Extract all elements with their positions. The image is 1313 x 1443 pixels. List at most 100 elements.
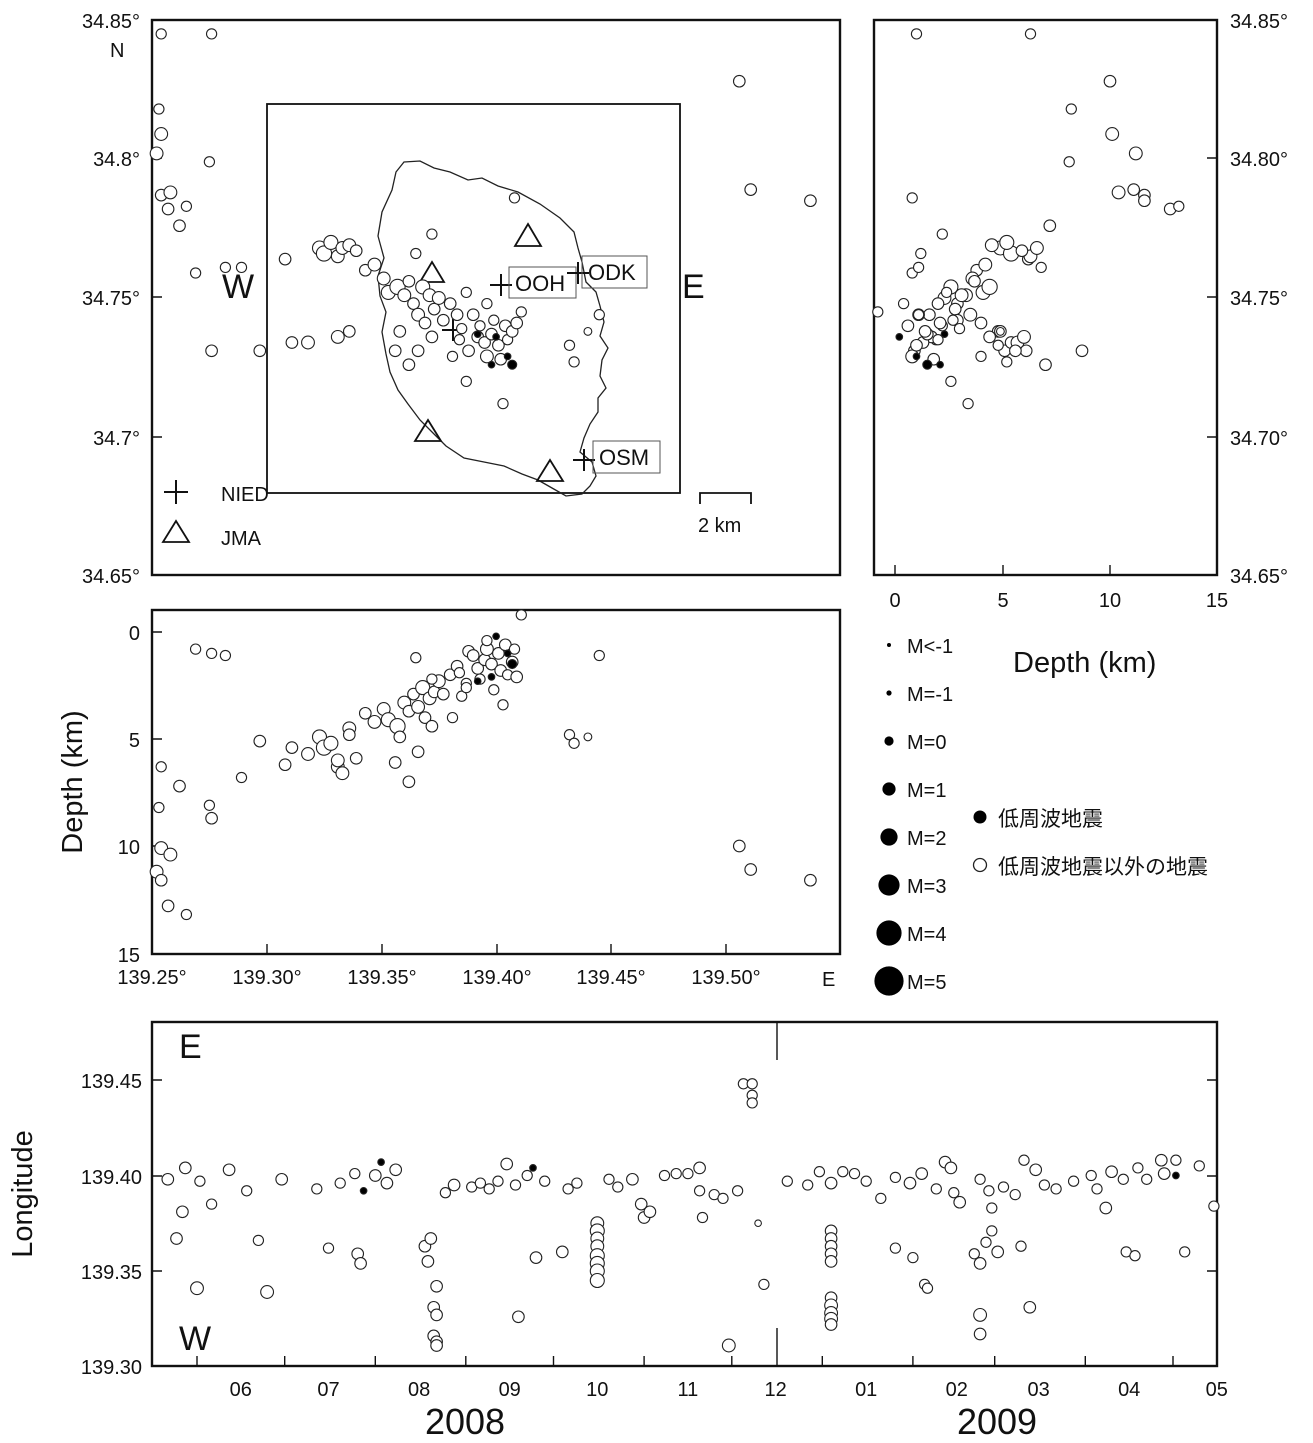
lon-depth-panel: 0 5 10 15 139.25° 139.30° 139.35° 139.40… <box>57 608 842 991</box>
earthquake-event <box>427 302 441 316</box>
earthquake-event <box>492 1175 504 1187</box>
lat-tick-label: 34.80° <box>1230 149 1288 171</box>
earthquake-event <box>443 297 457 310</box>
earthquake-event <box>407 297 420 310</box>
earthquake-event <box>510 316 524 330</box>
earthquake-event <box>474 320 486 332</box>
earthquake-event <box>500 1157 514 1171</box>
earthquake-event <box>205 811 218 825</box>
earthquake-event <box>393 730 407 744</box>
earthquake-event <box>889 1171 902 1184</box>
earthquake-event <box>634 1197 648 1211</box>
earthquake-event <box>411 344 425 358</box>
earthquake-event <box>658 1169 671 1182</box>
earthquake-event <box>1173 200 1185 212</box>
earthquake-event <box>915 247 927 260</box>
earthquake-event <box>515 609 527 621</box>
nied-plus-icon <box>573 449 595 471</box>
earthquake-event <box>948 1187 960 1199</box>
north-label: N <box>110 40 124 62</box>
earthquake-event <box>1132 1162 1144 1174</box>
magnitude-legend-marker <box>887 643 891 647</box>
low-frequency-event <box>492 632 500 641</box>
earthquake-event <box>481 634 493 647</box>
time-panel-ylabel: Longitude <box>7 1130 39 1257</box>
time-lon-ticks <box>152 1079 1217 1272</box>
depth-tick-label: 0 <box>889 590 900 612</box>
legend-nied-plus-icon <box>164 480 188 504</box>
depth-lat-xlabel: Depth (km) <box>1013 647 1156 679</box>
earthquake-event <box>903 1176 917 1190</box>
earthquake-event <box>1038 1179 1051 1191</box>
earthquake-event <box>1043 219 1057 233</box>
earthquake-event <box>1065 103 1077 115</box>
earthquake-event <box>612 1181 624 1193</box>
earthquake-event <box>342 325 356 338</box>
station-osm: OSM <box>573 440 661 474</box>
earthquake-event <box>889 1242 902 1254</box>
earthquake-event <box>323 735 339 751</box>
earthquake-event <box>161 1172 175 1186</box>
earthquake-event <box>426 228 438 240</box>
earthquake-event <box>436 313 450 327</box>
lon-tick-label: 139.35° <box>347 967 416 989</box>
scale-bar <box>699 492 752 504</box>
earthquake-event <box>781 1175 793 1187</box>
earthquake-event <box>1017 329 1031 344</box>
magnitude-legend-marker <box>878 874 900 896</box>
earthquake-event <box>923 308 936 322</box>
month-label: 01 <box>855 1379 877 1401</box>
depth-tick-label: 10 <box>118 837 140 859</box>
earthquake-event <box>460 375 472 388</box>
low-frequency-event <box>507 659 518 670</box>
earthquake-event <box>921 1282 934 1294</box>
earthquake-event <box>746 1097 758 1109</box>
earthquake-event <box>430 1308 443 1322</box>
earthquake-event <box>824 1318 838 1331</box>
month-label: 09 <box>499 1379 521 1401</box>
earthquake-event <box>945 375 957 388</box>
earthquake-event <box>1157 1167 1171 1180</box>
earthquake-event <box>456 690 468 702</box>
earthquake-event <box>930 1183 942 1195</box>
magnitude-legend-marker <box>882 782 896 796</box>
earthquake-event <box>539 1175 551 1187</box>
lon-tick-label: 139.30 <box>81 1357 142 1379</box>
earthquake-event <box>824 1255 838 1268</box>
earthquake-event <box>450 308 464 322</box>
lon-tick-label: 139.30° <box>232 967 301 989</box>
earthquake-event <box>155 28 167 40</box>
low-frequency-event <box>912 352 921 361</box>
low-frequency-event <box>1172 1171 1180 1180</box>
earthquake-event <box>260 1285 275 1299</box>
earthquake-event <box>953 322 966 335</box>
earthquake-event <box>411 745 425 759</box>
low-frequency-event <box>503 352 512 361</box>
magnitude-legend-label: M=5 <box>907 972 946 994</box>
lon-depth-ylabel: Depth (km) <box>57 710 89 853</box>
earthquake-event <box>497 699 509 711</box>
earthquake-event <box>746 1078 758 1090</box>
earthquake-event <box>447 1178 461 1192</box>
earthquake-event <box>1141 1173 1153 1185</box>
earthquake-event <box>178 1161 192 1175</box>
time-frame <box>150 1020 1219 1368</box>
low-frequency-event <box>940 330 949 338</box>
earthquake-event <box>342 728 356 742</box>
earthquake-event <box>421 1255 435 1268</box>
lat-tick-label: 34.7° <box>93 428 140 450</box>
month-label: 11 <box>678 1379 699 1401</box>
earthquake-event <box>754 1219 762 1228</box>
earthquake-event <box>190 1281 204 1296</box>
earthquake-event <box>173 219 186 233</box>
earthquake-event <box>446 350 459 363</box>
nied-plus-icon <box>567 262 589 284</box>
lat-tick-label: 34.8° <box>93 149 140 171</box>
month-label: 08 <box>408 1379 430 1401</box>
earthquake-event <box>203 156 216 168</box>
earthquake-event <box>1129 1250 1141 1262</box>
earthquake-event <box>1193 1160 1205 1172</box>
earthquake-event <box>154 127 169 141</box>
earthquake-event <box>981 278 998 296</box>
